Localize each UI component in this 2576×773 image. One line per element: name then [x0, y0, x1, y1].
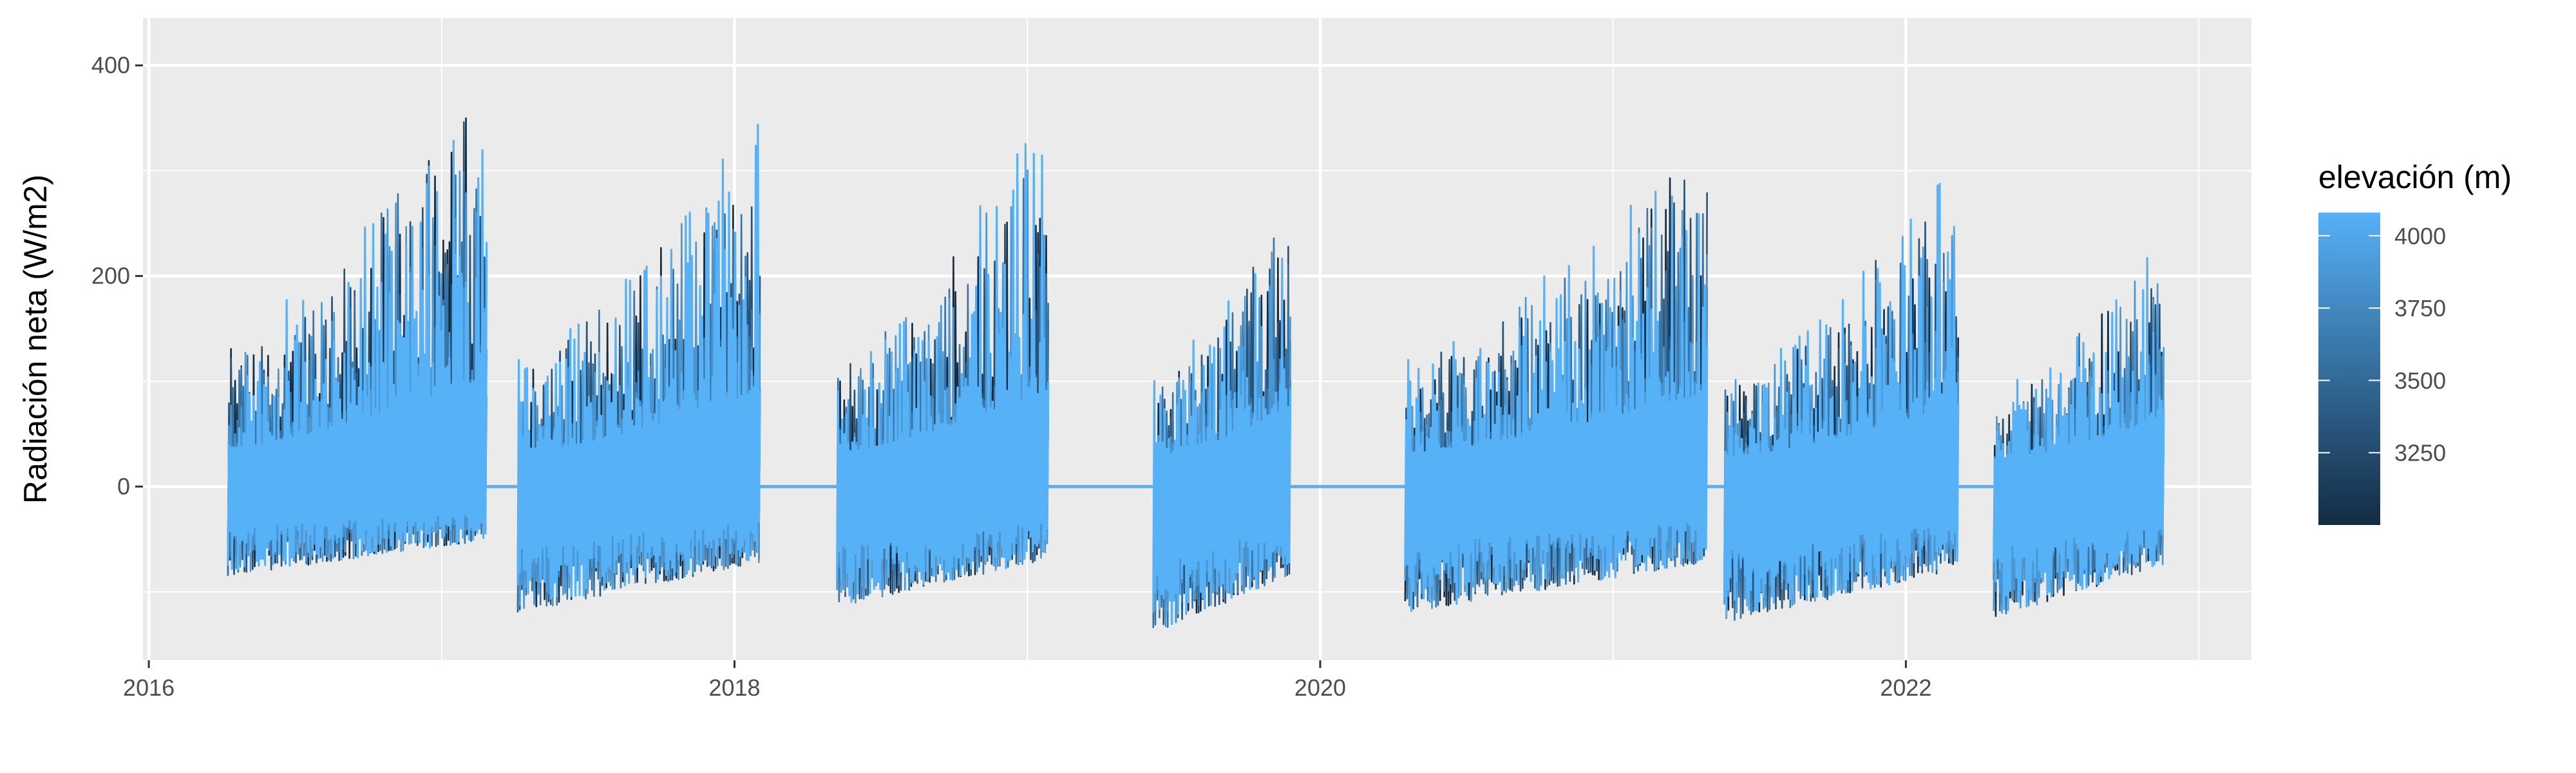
legend-tick-label: 4000	[2394, 223, 2446, 249]
y-tick-label: 0	[117, 473, 130, 499]
series-line	[227, 124, 2165, 625]
legend-ticks: 3250 3500 3750 4000	[2318, 223, 2446, 466]
y-tick-label: 200	[91, 262, 130, 289]
legend-colorbar	[2318, 213, 2380, 525]
x-tick-label: 2016	[123, 674, 175, 701]
x-tick-label: 2018	[708, 674, 760, 701]
y-axis-title: Radiación neta (W/m2)	[17, 175, 53, 504]
y-tick-label: 400	[91, 52, 130, 79]
series-lines	[227, 117, 2165, 629]
legend-tick-label: 3500	[2394, 367, 2446, 394]
x-tick-label: 2020	[1294, 674, 1346, 701]
legend-tick-label: 3250	[2394, 440, 2446, 466]
x-tick-label: 2022	[1880, 674, 1931, 701]
legend: elevación (m) 3250 3500 3750 4000	[2318, 159, 2512, 525]
y-axis: 0 200 400	[91, 52, 143, 499]
legend-title: elevación (m)	[2318, 159, 2512, 195]
x-axis: 2016 2018 2020 2022	[123, 660, 1931, 701]
legend-tick-label: 3750	[2394, 295, 2446, 321]
